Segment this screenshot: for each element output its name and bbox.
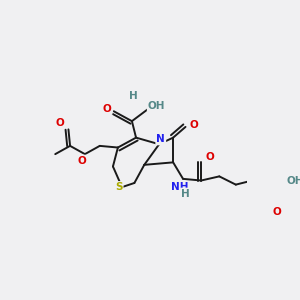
Text: NH: NH [171,182,188,192]
Text: O: O [77,156,86,166]
Text: O: O [205,152,214,162]
Text: OH: OH [286,176,300,186]
Text: H: H [181,189,190,199]
Text: N: N [156,134,165,144]
Text: O: O [189,120,198,130]
Text: H: H [129,92,138,101]
Text: OH: OH [148,101,165,111]
Text: O: O [103,104,112,114]
Text: S: S [115,182,122,192]
Text: O: O [56,118,64,128]
Text: O: O [273,207,281,217]
